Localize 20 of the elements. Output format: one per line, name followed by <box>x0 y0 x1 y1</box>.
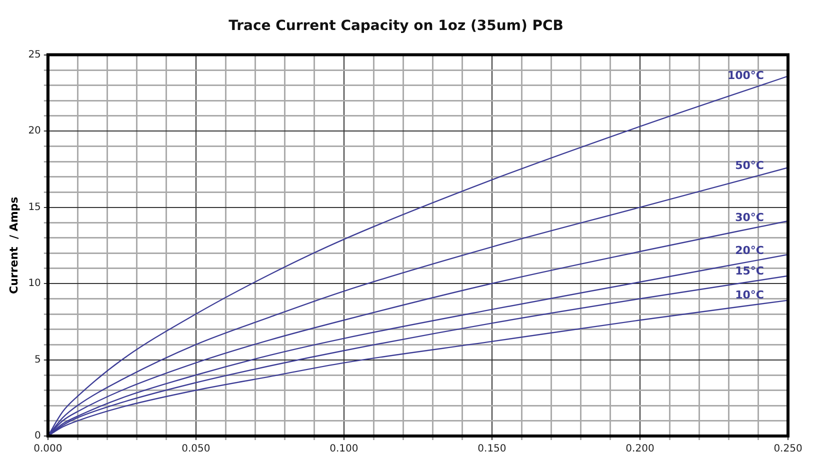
series-label: 20°C <box>735 244 764 257</box>
y-tick-label: 5 <box>34 354 41 366</box>
x-tick-label: 0.150 <box>478 444 506 455</box>
x-tick-label: 0.050 <box>182 444 210 455</box>
y-tick-label: 25 <box>28 49 41 60</box>
x-tick-label: 0.100 <box>330 444 358 455</box>
y-tick-label: 10 <box>28 278 41 290</box>
series-label: 15°C <box>735 264 764 278</box>
x-tick-label: 0.000 <box>34 444 62 455</box>
y-tick-label: 0 <box>34 430 41 442</box>
chart-title: Trace Current Capacity on 1oz (35um) PCB <box>228 18 564 34</box>
series-label: 50°C <box>735 158 764 172</box>
y-tick-label: 15 <box>28 202 41 213</box>
series-label: 30°C <box>735 210 764 224</box>
x-tick-label: 0.250 <box>774 444 802 455</box>
series-label: 10°C <box>735 288 764 302</box>
y-tick-label: 20 <box>28 126 41 137</box>
y-axis-title: Current / Amps <box>7 196 20 294</box>
series-label: 100°C <box>727 68 764 82</box>
x-tick-label: 0.200 <box>626 444 654 455</box>
